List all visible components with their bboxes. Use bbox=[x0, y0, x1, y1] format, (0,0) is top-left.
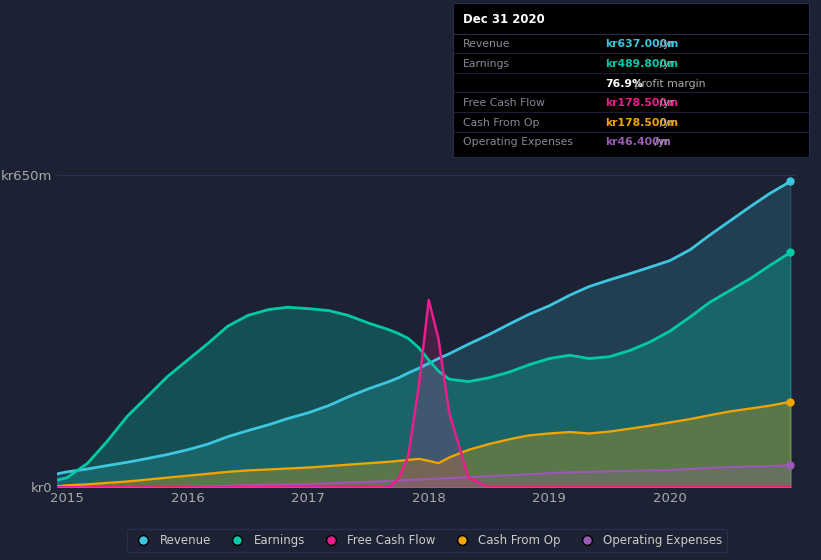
Text: 76.9%: 76.9% bbox=[605, 79, 643, 88]
Text: profit margin: profit margin bbox=[631, 79, 705, 88]
Text: kr637.000m: kr637.000m bbox=[605, 39, 678, 49]
Text: kr489.800m: kr489.800m bbox=[605, 59, 678, 69]
Text: kr46.400m: kr46.400m bbox=[605, 138, 671, 147]
Text: Operating Expenses: Operating Expenses bbox=[463, 138, 573, 147]
Text: /yr: /yr bbox=[656, 59, 674, 69]
Text: /yr: /yr bbox=[656, 118, 674, 128]
Text: Free Cash Flow: Free Cash Flow bbox=[463, 99, 545, 108]
Text: Cash From Op: Cash From Op bbox=[463, 118, 539, 128]
Text: /yr: /yr bbox=[656, 99, 674, 108]
Text: Earnings: Earnings bbox=[463, 59, 510, 69]
Legend: Revenue, Earnings, Free Cash Flow, Cash From Op, Operating Expenses: Revenue, Earnings, Free Cash Flow, Cash … bbox=[126, 529, 727, 552]
Text: kr178.500m: kr178.500m bbox=[605, 99, 678, 108]
Text: /yr: /yr bbox=[651, 138, 669, 147]
Text: Dec 31 2020: Dec 31 2020 bbox=[463, 13, 545, 26]
Text: kr178.500m: kr178.500m bbox=[605, 118, 678, 128]
Text: /yr: /yr bbox=[656, 39, 674, 49]
Text: Revenue: Revenue bbox=[463, 39, 511, 49]
